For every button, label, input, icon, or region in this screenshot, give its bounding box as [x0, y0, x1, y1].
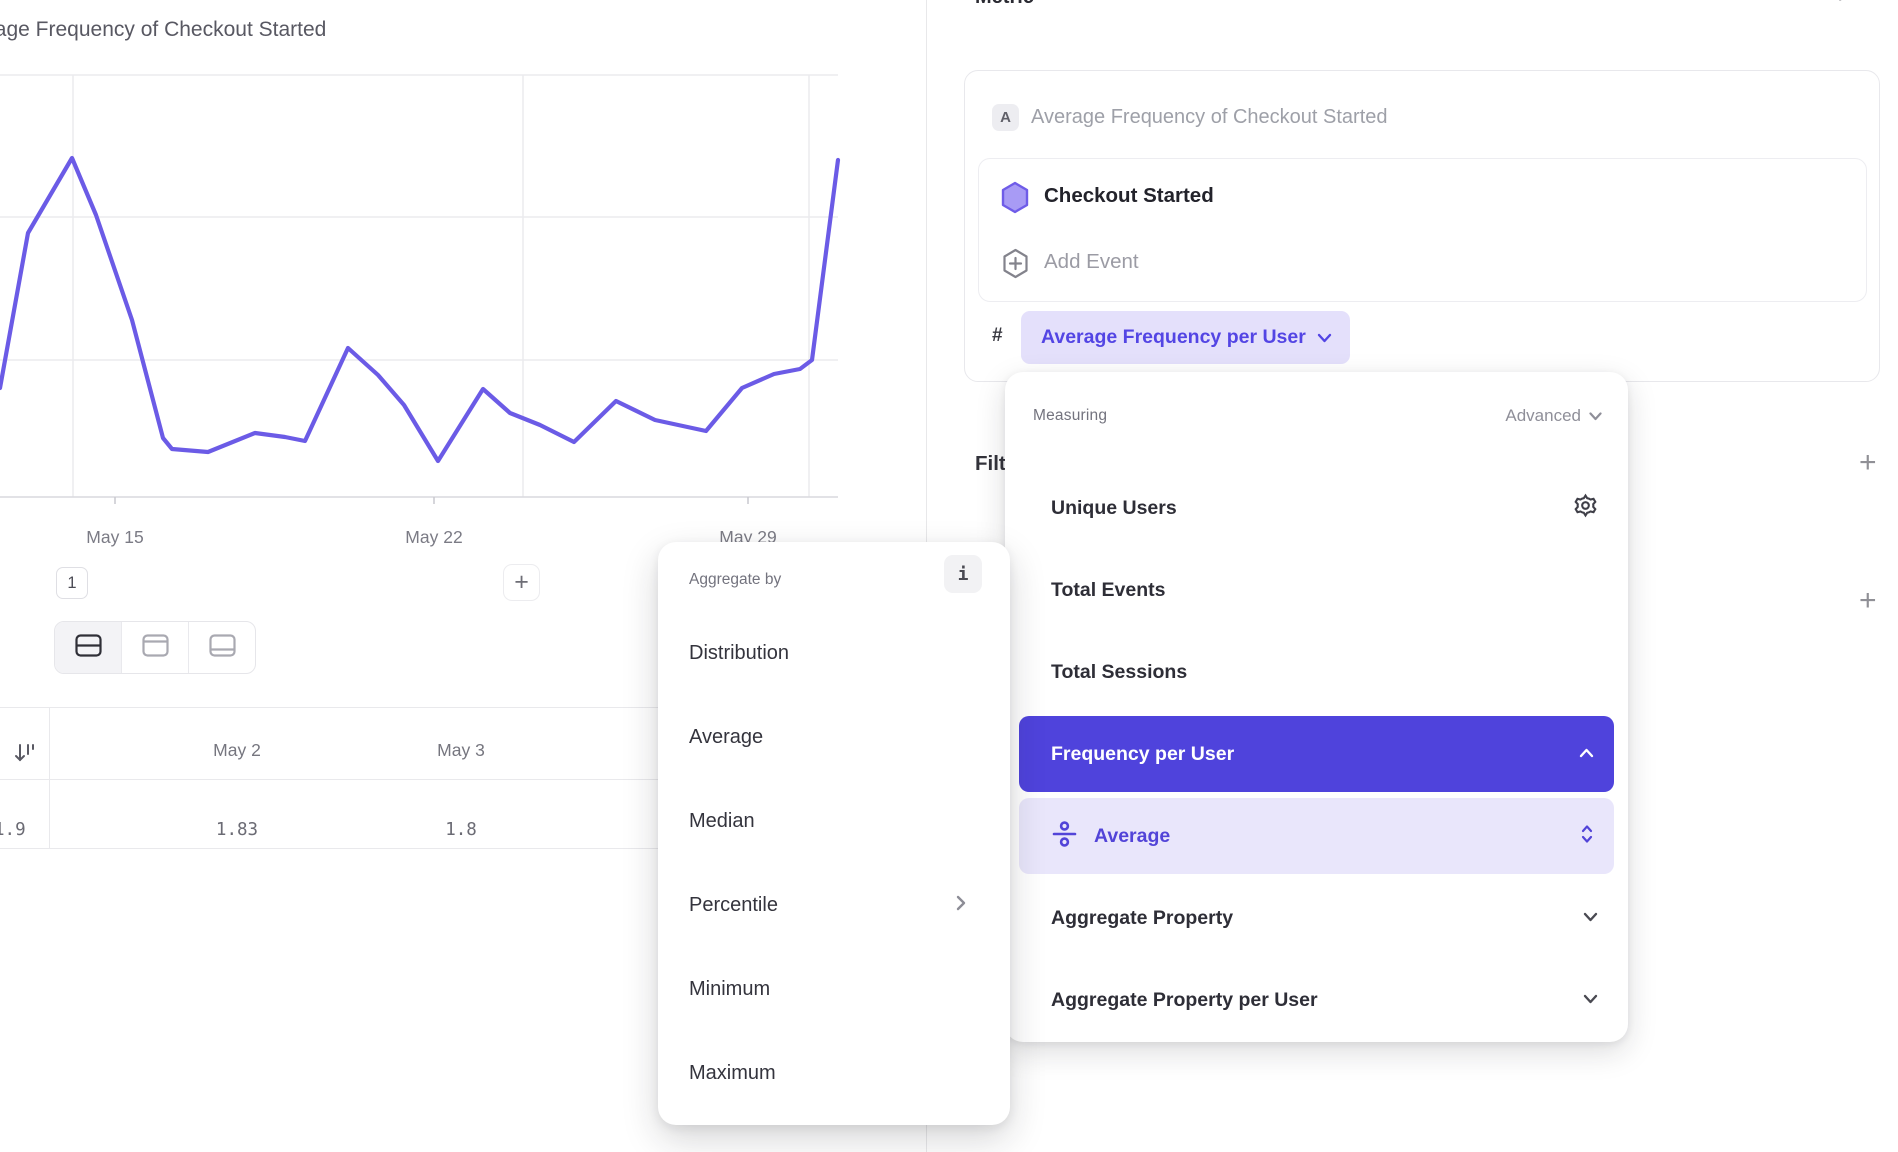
x-axis-label: May 15: [86, 527, 144, 547]
layout-toggle-split[interactable]: [55, 622, 122, 673]
table-header-border: [0, 779, 926, 780]
measuring-item-frequency-per-user[interactable]: Frequency per User: [1005, 713, 1628, 795]
aggregate-item-distribution[interactable]: Distribution: [658, 611, 1010, 695]
metric-name-input[interactable]: Average Frequency of Checkout Started: [1031, 106, 1388, 128]
add-breakdown-button[interactable]: +: [1859, 584, 1877, 617]
chevron-down-icon: [1589, 406, 1602, 426]
table-row-border: [0, 848, 926, 849]
measure-dropdown[interactable]: Average Frequency per User: [1021, 311, 1350, 364]
chart-title: Average Frequency of Checkout Started: [0, 18, 327, 41]
measuring-popover: Measuring Advanced Unique Users Total Ev…: [1005, 372, 1628, 1042]
add-annotation-button[interactable]: +: [503, 564, 540, 601]
panel-section-title: Metric: [975, 0, 1034, 9]
metric-letter-badge: A: [992, 104, 1019, 131]
aggregate-item-median[interactable]: Median: [658, 779, 1010, 863]
aggregate-popover-title: Aggregate by: [689, 571, 782, 588]
chevron-down-icon: [1317, 326, 1332, 349]
add-event-button[interactable]: Add Event: [1044, 250, 1139, 273]
bottom-pane-icon: [208, 633, 236, 662]
aggregate-item-average[interactable]: Average: [658, 695, 1010, 779]
split-rows-icon: [74, 633, 102, 662]
measuring-item-aggregate-property-per-user[interactable]: Aggregate Property per User: [1005, 959, 1628, 1041]
item-label: Frequency per User: [1051, 742, 1235, 765]
item-label: Average: [689, 725, 764, 748]
aggregate-item-maximum[interactable]: Maximum: [658, 1031, 1010, 1115]
event-name[interactable]: Checkout Started: [1044, 184, 1214, 207]
item-label: Total Events: [1051, 578, 1166, 601]
item-label: Average: [1094, 824, 1171, 847]
item-label: Total Sessions: [1051, 660, 1188, 683]
item-label: Median: [689, 809, 755, 832]
layout-toggle-group: [54, 621, 256, 674]
table-cell-value: 1.9: [0, 820, 26, 840]
table-top-border: [0, 707, 926, 708]
divide-icon: [1051, 820, 1078, 853]
item-label: Aggregate Property per User: [1051, 988, 1318, 1011]
chevron-down-icon: [1583, 991, 1598, 1009]
chevron-down-icon: [1583, 909, 1598, 927]
table-header-may2[interactable]: May 2: [213, 740, 261, 760]
measuring-item-total-sessions[interactable]: Total Sessions: [1005, 631, 1628, 713]
measuring-item-unique-users[interactable]: Unique Users: [1005, 467, 1628, 549]
chevron-up-down-icon: [1580, 824, 1594, 849]
measuring-subitem-average[interactable]: Average: [1005, 795, 1628, 877]
measuring-item-aggregate-property[interactable]: Aggregate Property: [1005, 877, 1628, 959]
aggregate-item-minimum[interactable]: Minimum: [658, 947, 1010, 1031]
measuring-popover-title: Measuring: [1033, 407, 1108, 424]
table-cell-value: 1.83: [215, 820, 259, 840]
advanced-label: Advanced: [1505, 406, 1581, 425]
chevron-up-icon: [1579, 745, 1594, 763]
item-label: Minimum: [689, 977, 771, 1000]
item-label: Aggregate Property: [1051, 906, 1234, 929]
table-cell-value: 1.8: [445, 820, 477, 840]
measure-dropdown-label: Average Frequency per User: [1041, 326, 1306, 348]
add-filter-button[interactable]: +: [1859, 446, 1877, 479]
sort-icon[interactable]: [13, 741, 37, 770]
top-pane-icon: [141, 633, 169, 662]
event-hexagon-icon: [1000, 181, 1030, 219]
x-axis-label: May 22: [405, 527, 463, 547]
series-count-badge[interactable]: 1: [56, 567, 88, 599]
aggregate-by-popover: Aggregate by i Distribution Average Medi…: [658, 542, 1010, 1125]
gear-icon[interactable]: [1573, 493, 1598, 523]
item-label: Maximum: [689, 1061, 776, 1084]
line-chart: [0, 74, 841, 504]
advanced-dropdown[interactable]: Advanced: [1505, 406, 1602, 426]
item-label: Percentile: [689, 893, 778, 916]
item-label: Unique Users: [1051, 496, 1177, 519]
layout-toggle-chart-only[interactable]: [122, 622, 189, 673]
table-header-may3[interactable]: May 3: [437, 740, 485, 760]
aggregate-item-percentile[interactable]: Percentile: [658, 863, 1010, 947]
add-event-icon: [1000, 247, 1031, 285]
add-metric-button[interactable]: +: [1832, 0, 1848, 10]
info-icon[interactable]: i: [944, 555, 982, 593]
event-card: [978, 158, 1867, 302]
chevron-right-icon: [956, 895, 966, 916]
measuring-item-total-events[interactable]: Total Events: [1005, 549, 1628, 631]
measure-hash-icon: #: [992, 325, 1003, 346]
table-column-divider: [49, 707, 50, 848]
layout-toggle-table-only[interactable]: [189, 622, 255, 673]
item-label: Distribution: [689, 641, 790, 664]
